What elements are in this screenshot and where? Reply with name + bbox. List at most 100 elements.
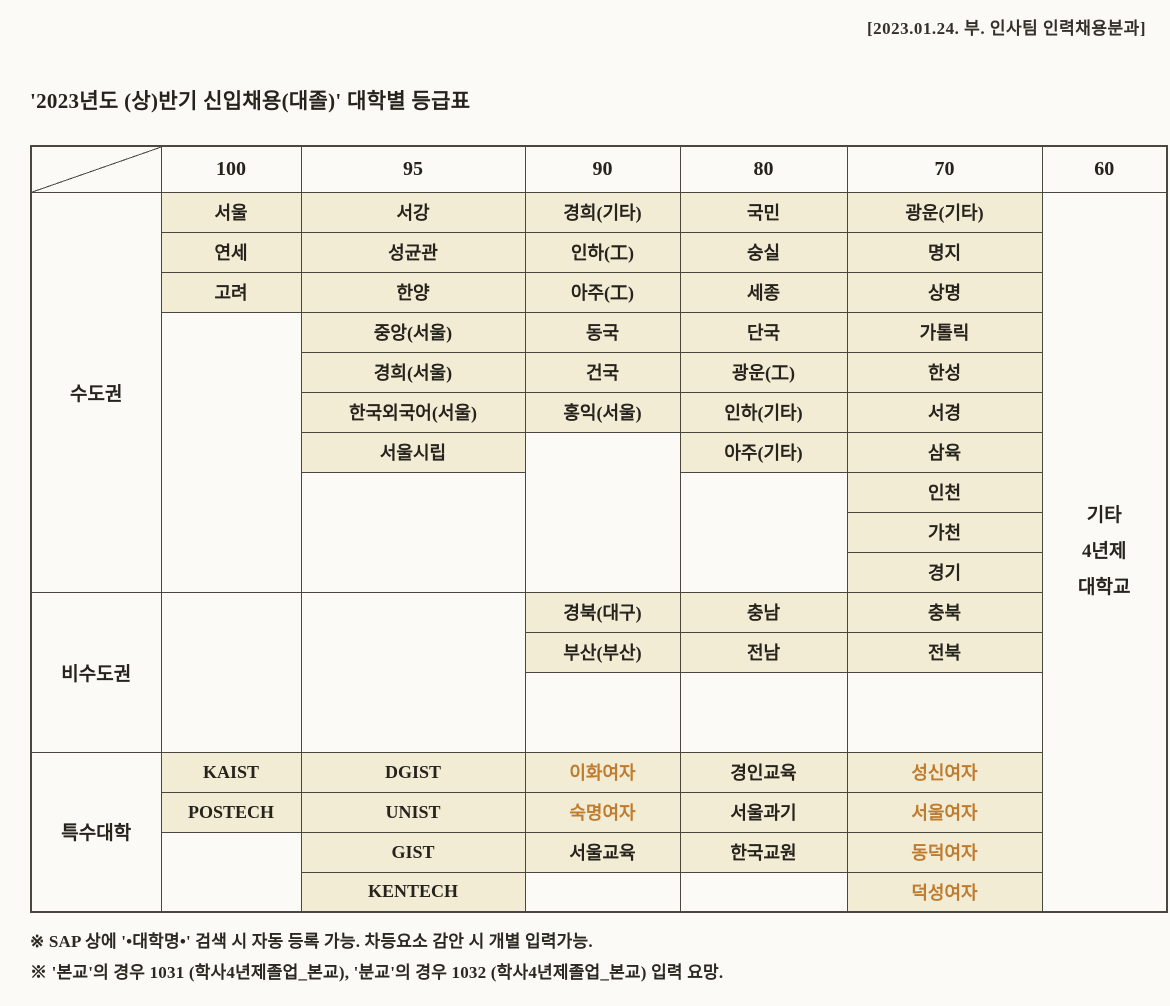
grade-cell xyxy=(160,552,302,592)
grade-cell: UNIST xyxy=(300,791,526,833)
grade-cell xyxy=(846,712,1043,752)
grade-cell: 건국 xyxy=(524,351,681,393)
table-row: 서울시립 아주(기타) 삼육 xyxy=(31,431,1167,473)
grade-cell xyxy=(524,552,681,592)
grade-cell xyxy=(524,512,681,552)
grade-cell: 숙명여자 xyxy=(524,791,681,833)
grade-cell: POSTECH xyxy=(160,791,302,833)
grade-cell xyxy=(300,672,526,712)
table-row: GIST 서울교육 한국교원 동덕여자 xyxy=(31,831,1167,873)
grade-cell: 충남 xyxy=(679,591,848,633)
footnote-sap: ※ SAP 상에 '•대학명•' 검색 시 자동 등록 가능. 차등요소 감안 … xyxy=(30,932,593,951)
grade-cell xyxy=(160,512,302,552)
grade-cell: 한국외국어(서울) xyxy=(300,391,526,433)
table-row: 고려 한양 아주(工) 세종 상명 xyxy=(31,271,1167,313)
grade-cell: KENTECH xyxy=(300,871,526,913)
column-header-80: 80 xyxy=(679,145,848,193)
header-row: 100 95 90 80 70 60 xyxy=(30,145,1168,193)
grade-cell xyxy=(524,872,681,912)
grade-cell: 세종 xyxy=(679,271,848,313)
grade-cell: 숭실 xyxy=(679,231,848,273)
table-row: KENTECH 덕성여자 xyxy=(31,871,1167,913)
grade-cell xyxy=(524,712,681,752)
column-header-70: 70 xyxy=(846,145,1043,193)
grade-cell: 단국 xyxy=(679,311,848,353)
grade-cell: 가천 xyxy=(846,511,1043,553)
grade-cell xyxy=(160,632,302,672)
grade-cell: 인천 xyxy=(846,471,1043,513)
grade-cell: 전남 xyxy=(679,631,848,673)
grade-cell: 아주(工) xyxy=(524,271,681,313)
column-header-60: 60 xyxy=(1041,145,1168,193)
grade-cell xyxy=(300,472,526,512)
table-row: 경기 xyxy=(31,551,1167,593)
grade-cell: 서울여자 xyxy=(846,791,1043,833)
grade-cell: 명지 xyxy=(846,231,1043,273)
grade-cell: 삼육 xyxy=(846,431,1043,473)
grade-cell: 서울교육 xyxy=(524,831,681,873)
column-header-90: 90 xyxy=(524,145,681,193)
table-row: POSTECH UNIST 숙명여자 서울과기 서울여자 xyxy=(31,791,1167,833)
grade-cell: 경인교육 xyxy=(679,751,848,793)
grade-cell xyxy=(846,672,1043,712)
grade-cell xyxy=(300,632,526,672)
section-label-0: 수도권 xyxy=(30,191,162,593)
table-row: 특수대학 KAIST DGIST 이화여자 경인교육 성신여자 xyxy=(30,751,1167,913)
table-row: 가천 xyxy=(31,511,1167,553)
grade-cell: 동국 xyxy=(524,311,681,353)
grade-cell: 경북(대구) xyxy=(524,591,681,633)
table-row xyxy=(31,712,1167,752)
grade-cell xyxy=(160,312,302,352)
grade-cell xyxy=(160,472,302,512)
grade-cell xyxy=(679,712,848,752)
department-note: [2023.01.24. 부. 인사팀 인력채용분과] xyxy=(867,19,1146,38)
grade-cell xyxy=(524,672,681,712)
grade-cell: 광운(工) xyxy=(679,351,848,393)
grade-cell xyxy=(160,832,302,872)
grade-cell: 한국교원 xyxy=(679,831,848,873)
grade-cell: 부산(부산) xyxy=(524,631,681,673)
grade-cell xyxy=(160,712,302,752)
grade-cell xyxy=(300,512,526,552)
grade-cell: GIST xyxy=(300,831,526,873)
table-row: 인천 xyxy=(31,471,1167,513)
table-row xyxy=(31,672,1167,712)
grade-cell xyxy=(160,352,302,392)
grade-cell xyxy=(679,872,848,912)
grade-cell: 상명 xyxy=(846,271,1043,313)
grade-cell: 인하(기타) xyxy=(679,391,848,433)
table-row: 경희(서울) 건국 광운(工) 한성 xyxy=(31,351,1167,393)
column-header-95: 95 xyxy=(300,145,526,193)
grade-cell xyxy=(679,552,848,592)
grade-cell xyxy=(300,712,526,752)
grade-cell: 연세 xyxy=(160,231,302,273)
grade-cell: 한양 xyxy=(300,271,526,313)
grade-cell: 경기 xyxy=(846,551,1043,593)
grade-cell: 성균관 xyxy=(300,231,526,273)
grade-cell xyxy=(160,432,302,472)
footnotes: ※ SAP 상에 '•대학명•' 검색 시 자동 등록 가능. 차등요소 감안 … xyxy=(30,927,1148,988)
grade-cell: 성신여자 xyxy=(846,751,1043,793)
grade-cell: 서강 xyxy=(300,191,526,233)
grade-cell xyxy=(679,472,848,512)
grade-cell xyxy=(300,591,526,632)
grade-cell: 한성 xyxy=(846,351,1043,393)
grade-cell xyxy=(679,672,848,712)
grade-cell: 국민 xyxy=(679,191,848,233)
grade-cell: 동덕여자 xyxy=(846,831,1043,873)
table-row: 부산(부산) 전남 전북 xyxy=(31,631,1167,673)
grade-cell xyxy=(160,591,302,632)
grade-cell: 경희(서울) xyxy=(300,351,526,393)
grade-cell xyxy=(160,672,302,712)
grade-cell xyxy=(300,552,526,592)
grade-cell: KAIST xyxy=(160,751,302,793)
grade-cell: 서울 xyxy=(160,191,302,233)
grade-cell: 인하(工) xyxy=(524,231,681,273)
grade-cell: DGIST xyxy=(300,751,526,793)
grade-cell: 서울과기 xyxy=(679,791,848,833)
grade-cell: 홍익(서울) xyxy=(524,391,681,433)
grade-cell xyxy=(524,472,681,512)
page-title: '2023년도 (상)반기 신입채용(대졸)' 대학별 등급표 xyxy=(30,89,471,113)
footnote-code: ※ '본교'의 경우 1031 (학사4년제졸업_본교), '분교'의 경우 1… xyxy=(30,962,724,982)
